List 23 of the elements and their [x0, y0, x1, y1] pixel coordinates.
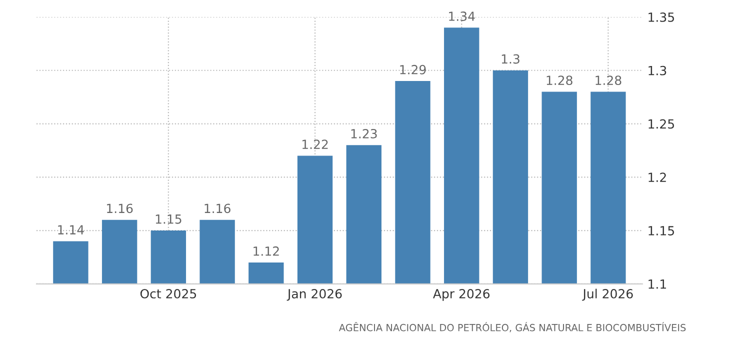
- text: AGÊNCIA NACIONAL DO PETRÓLEO, GÁS NATURAL E BIOCOMBUSTÍVEIS: [338, 322, 686, 332]
- x-tick-label: Apr 2026: [433, 288, 490, 301]
- data-label: 1.12: [254, 246, 279, 256]
- data-label: 1.16: [204, 204, 230, 214]
- y-tick-label: 1.25: [648, 119, 674, 129]
- x-tick-label: Jul 2026: [582, 288, 633, 301]
- y-tick-label: 1.1: [648, 280, 666, 289]
- data-label: 1.28: [546, 76, 572, 86]
- x-tick-label: Oct 2025: [140, 288, 196, 298]
- data-label: 1.23: [351, 128, 377, 138]
- data-label: 1.16: [107, 204, 133, 214]
- data-label: 1.28: [596, 76, 622, 86]
- y-tick-label: 1.35: [648, 12, 674, 22]
- data-label: 1.15: [156, 214, 182, 224]
- y-tick-label: 1.15: [648, 226, 674, 236]
- data-label: 1.34: [449, 12, 475, 21]
- y-tick-label: 1.2: [648, 172, 666, 182]
- data-label: 1.22: [302, 140, 328, 149]
- data-label: 1.14: [58, 225, 84, 234]
- x-tick-label: Jan 2026: [286, 288, 342, 301]
- data-label: 1.3: [502, 54, 520, 64]
- y-tick-label: 1.3: [648, 66, 666, 76]
- data-label: 1.29: [400, 64, 426, 74]
